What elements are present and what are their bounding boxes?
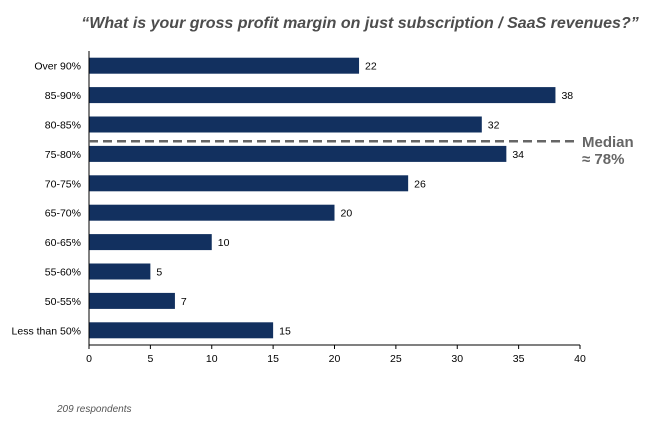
value-label: 26: [414, 178, 426, 190]
category-label: 85-90%: [45, 90, 81, 102]
bar: [89, 116, 482, 133]
value-label: 34: [512, 149, 524, 161]
x-tick-label: 20: [329, 353, 341, 365]
median-label: Median: [582, 134, 634, 151]
bar: [89, 322, 274, 339]
value-label: 20: [341, 208, 353, 220]
x-tick-label: 25: [390, 353, 402, 365]
category-label: 70-75%: [45, 178, 81, 190]
value-label: 22: [365, 61, 377, 73]
category-label: 65-70%: [45, 208, 81, 220]
bar: [89, 57, 360, 74]
value-label: 7: [181, 296, 187, 308]
category-label: 75-80%: [45, 149, 81, 161]
bars-layer: Over 90% 22 85-90% 38 80-85% 32 75-80% 34 70-75%…: [12, 57, 573, 339]
x-tick-label: 30: [451, 353, 463, 365]
respondents-footnote: 209 respondents: [56, 404, 132, 415]
x-tick-label: 15: [267, 353, 279, 365]
value-label: 10: [218, 237, 230, 249]
x-tick-label: 10: [206, 353, 218, 365]
category-label: 60-65%: [45, 237, 81, 249]
value-label: 15: [279, 325, 291, 337]
category-label: 80-85%: [45, 120, 81, 132]
category-label: 50-55%: [45, 296, 81, 308]
category-label: 55-60%: [45, 267, 81, 279]
bar: [89, 145, 507, 162]
value-label: 5: [156, 267, 162, 279]
median-annotation: Median ≈ 78%: [89, 134, 634, 168]
x-axis: 0 5 10 15 20 25 30 35 40: [86, 51, 586, 365]
bar: [89, 175, 409, 192]
bar: [89, 263, 151, 280]
bar: [89, 87, 556, 104]
x-tick-label: 40: [574, 353, 586, 365]
category-label: Less than 50%: [12, 325, 81, 337]
bar: [89, 292, 175, 309]
median-value: ≈ 78%: [582, 151, 624, 168]
x-tick-label: 35: [513, 353, 525, 365]
bar: [89, 204, 335, 221]
bar: [89, 234, 212, 251]
value-label: 38: [561, 90, 573, 102]
x-tick-label: 5: [147, 353, 153, 365]
x-tick-label: 0: [86, 353, 92, 365]
category-label: Over 90%: [34, 61, 81, 73]
value-label: 32: [488, 120, 500, 132]
chart-title: “What is your gross profit margin on jus…: [81, 15, 638, 32]
